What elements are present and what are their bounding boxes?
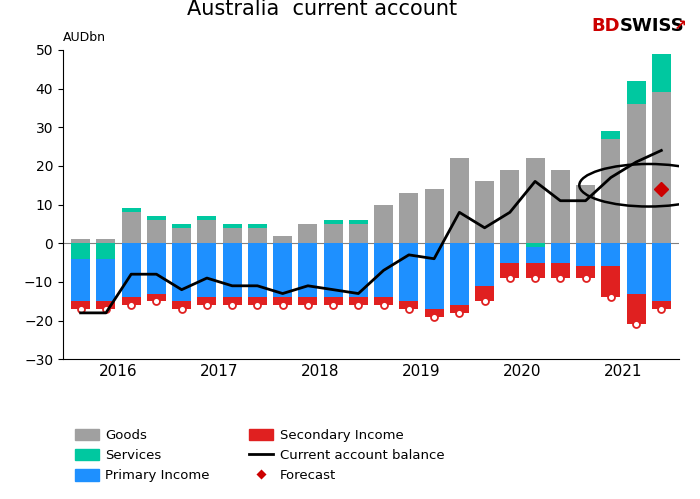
Bar — [551, 170, 570, 244]
Text: Australia  current account: Australia current account — [187, 0, 457, 19]
Bar — [197, 244, 216, 297]
Text: SWISS: SWISS — [620, 17, 685, 35]
Bar — [526, 244, 545, 262]
Bar — [374, 244, 393, 297]
Bar — [323, 224, 342, 244]
Bar — [122, 244, 141, 297]
Bar — [349, 244, 368, 297]
Bar — [400, 244, 419, 301]
Bar — [500, 170, 519, 244]
Bar — [172, 244, 191, 301]
Bar — [71, 240, 90, 244]
Bar — [172, 228, 191, 244]
Bar — [374, 205, 393, 244]
Bar — [197, 297, 216, 305]
Bar — [450, 158, 469, 244]
Bar — [97, 244, 116, 301]
Bar — [450, 244, 469, 305]
Bar — [248, 224, 267, 228]
Bar — [71, 301, 90, 309]
Bar — [147, 216, 166, 220]
Bar — [197, 220, 216, 244]
Bar — [97, 240, 116, 244]
Bar — [500, 262, 519, 278]
Bar — [475, 181, 494, 244]
Bar — [652, 54, 671, 92]
Bar — [97, 301, 116, 309]
Bar — [122, 213, 141, 244]
Bar — [475, 244, 494, 286]
Bar — [349, 220, 368, 224]
Bar — [551, 244, 570, 262]
Bar — [147, 220, 166, 244]
Bar — [223, 224, 241, 228]
Bar — [475, 286, 494, 301]
Bar — [197, 216, 216, 220]
Bar — [576, 244, 595, 266]
Bar — [122, 297, 141, 305]
Text: BD: BD — [592, 17, 620, 35]
Bar — [223, 228, 241, 244]
Bar — [323, 297, 342, 305]
Bar — [122, 209, 141, 213]
Bar — [223, 244, 241, 297]
Bar — [223, 297, 241, 305]
Bar — [652, 244, 671, 301]
Bar — [500, 244, 519, 262]
Bar — [71, 244, 90, 301]
Bar — [425, 189, 444, 244]
Bar — [576, 185, 595, 244]
Bar — [349, 224, 368, 244]
Bar — [425, 309, 444, 317]
Bar — [526, 262, 545, 278]
Bar — [400, 193, 419, 244]
Bar — [298, 244, 317, 297]
Bar — [298, 297, 317, 305]
Bar — [652, 301, 671, 309]
Bar — [298, 224, 317, 244]
Bar — [147, 244, 166, 293]
Bar — [400, 301, 419, 309]
Bar — [601, 266, 620, 297]
Bar — [323, 220, 342, 224]
Text: ↗: ↗ — [673, 17, 686, 32]
Bar — [273, 297, 292, 305]
Bar — [71, 244, 90, 258]
Bar — [576, 266, 595, 278]
Bar — [626, 104, 645, 244]
Bar — [526, 244, 545, 247]
Bar — [248, 244, 267, 297]
Bar — [601, 139, 620, 244]
Legend: Goods, Services, Primary Income, Secondary Income, Current account balance, Fore: Goods, Services, Primary Income, Seconda… — [69, 423, 449, 488]
Bar — [248, 297, 267, 305]
Bar — [97, 244, 116, 258]
Bar — [273, 236, 292, 244]
Bar — [626, 81, 645, 104]
Bar — [450, 305, 469, 313]
Bar — [425, 244, 444, 309]
Bar — [374, 297, 393, 305]
Bar — [526, 158, 545, 244]
Bar — [652, 92, 671, 244]
Bar — [172, 301, 191, 309]
Bar — [601, 244, 620, 266]
Bar — [349, 297, 368, 305]
Bar — [626, 293, 645, 324]
Bar — [323, 244, 342, 297]
Bar — [551, 262, 570, 278]
Bar — [147, 293, 166, 301]
Bar — [601, 131, 620, 139]
Bar — [172, 224, 191, 228]
Bar — [626, 244, 645, 293]
Bar — [273, 244, 292, 297]
Text: AUDbn: AUDbn — [63, 31, 106, 44]
Bar — [248, 228, 267, 244]
